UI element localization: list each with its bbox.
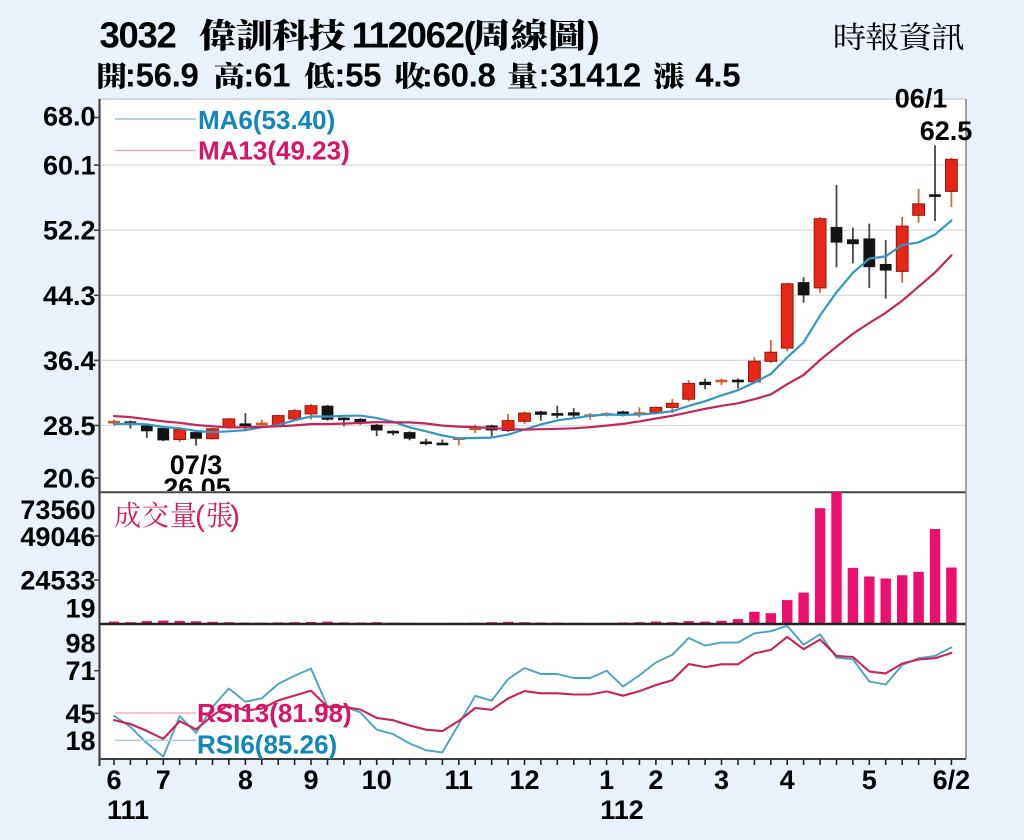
svg-text:06/1: 06/1 [895, 84, 948, 114]
svg-text:9: 9 [303, 765, 318, 795]
svg-text:MA13(49.23): MA13(49.23) [198, 136, 350, 166]
svg-text:3032: 3032 [100, 15, 176, 56]
svg-text:71: 71 [65, 656, 95, 686]
svg-text:11: 11 [445, 765, 474, 795]
svg-text:24533: 24533 [20, 566, 95, 596]
svg-text:4: 4 [780, 765, 795, 795]
svg-text:7: 7 [156, 765, 171, 795]
svg-text:62.5: 62.5 [920, 116, 973, 146]
svg-text:07/3: 07/3 [170, 450, 223, 480]
svg-text:111: 111 [107, 795, 149, 825]
svg-text:52.2: 52.2 [43, 216, 96, 246]
svg-text:): ) [588, 15, 600, 56]
svg-text:2: 2 [648, 765, 663, 795]
svg-text:36.4: 36.4 [43, 346, 96, 376]
svg-text:98: 98 [65, 629, 95, 659]
svg-text:12: 12 [509, 765, 539, 795]
svg-text:49046: 49046 [20, 522, 95, 552]
svg-text::55: :55 [334, 56, 381, 93]
svg-text:112: 112 [600, 795, 644, 825]
svg-text:10: 10 [362, 765, 392, 795]
svg-text:5: 5 [862, 765, 877, 795]
svg-text:19: 19 [65, 594, 95, 624]
svg-text:RSI6(85.26): RSI6(85.26) [197, 730, 337, 760]
svg-text:18: 18 [65, 726, 95, 756]
svg-text:4.5: 4.5 [695, 56, 740, 93]
svg-text:26.05: 26.05 [163, 473, 231, 503]
svg-text:44.3: 44.3 [43, 281, 96, 311]
svg-text:8: 8 [238, 765, 253, 795]
svg-text:MA6(53.40): MA6(53.40) [198, 105, 335, 135]
svg-text:45: 45 [65, 699, 95, 729]
svg-text:112062(: 112062( [352, 15, 477, 56]
svg-text:): ) [230, 500, 240, 533]
svg-text:3: 3 [714, 765, 729, 795]
svg-text:RSI13(81.98): RSI13(81.98) [197, 698, 352, 728]
svg-text:20.6: 20.6 [43, 464, 96, 494]
svg-text::61: :61 [243, 56, 290, 93]
svg-text:68.0: 68.0 [43, 102, 96, 132]
svg-text:(: ( [195, 500, 205, 533]
svg-text::60.8: :60.8 [422, 56, 496, 93]
svg-text:73560: 73560 [20, 495, 95, 525]
svg-text:1: 1 [599, 765, 614, 795]
svg-text::31412: :31412 [539, 56, 642, 93]
svg-text::56.9: :56.9 [125, 56, 199, 93]
svg-text:60.1: 60.1 [43, 151, 96, 181]
svg-text:6/2: 6/2 [933, 765, 971, 795]
svg-text:6: 6 [106, 765, 121, 795]
svg-text:28.5: 28.5 [43, 411, 96, 441]
